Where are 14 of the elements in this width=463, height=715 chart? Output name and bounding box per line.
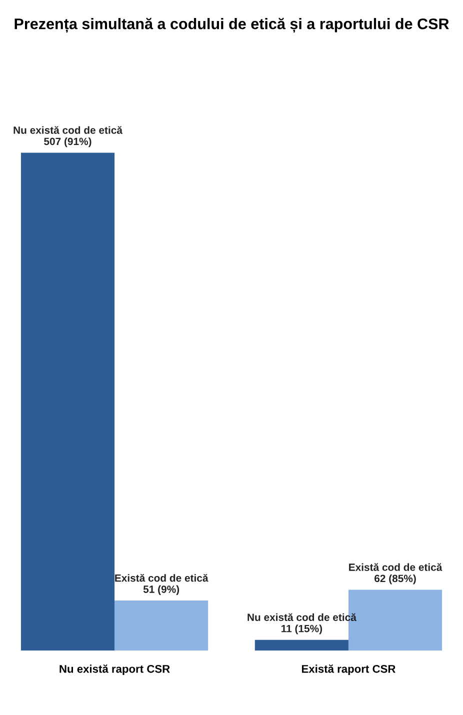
data-label: 51 (9%): [143, 585, 180, 596]
data-label: 507 (91%): [44, 137, 92, 148]
text: Există cod de etică: [115, 574, 208, 582]
text: Nu există cod de etică: [248, 613, 356, 622]
data-label: 62 (85%): [374, 574, 416, 584]
bar: [20, 152, 115, 651]
chart-title: Prezența simultană a codului de etică și a raportului de CSR: [14, 18, 449, 33]
x-tick-label: Nu există raport CSR: [60, 664, 170, 676]
bar: [254, 640, 348, 651]
data-label: 11 (15%): [281, 624, 322, 634]
series-label: Nu există cod de etică: [14, 126, 123, 134]
x-tick-label: Există raport CSR: [302, 664, 396, 676]
bar: [114, 600, 208, 651]
series-label: Există cod de etică: [349, 563, 442, 571]
